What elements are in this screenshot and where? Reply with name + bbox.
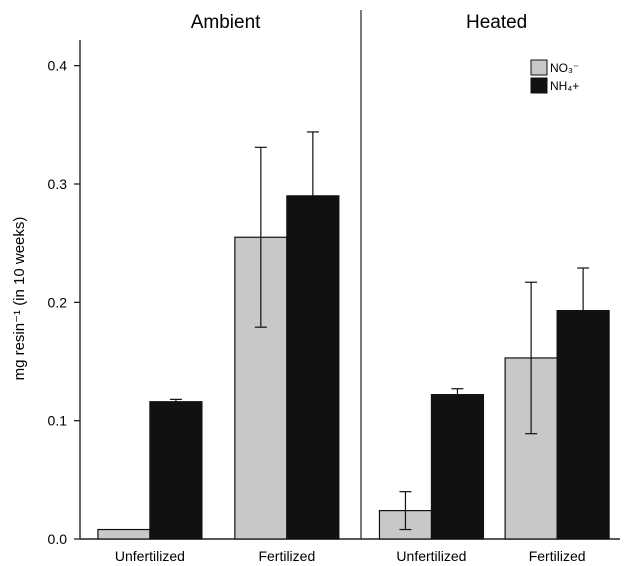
error-bar <box>525 281 538 435</box>
error-bar <box>306 131 319 261</box>
panel-title: Ambient <box>191 12 261 33</box>
x-tick-label: Fertilized <box>529 548 586 564</box>
error-bar <box>577 267 590 354</box>
labels: 0.0 0.1 0.2 0.3 0.4 mg resin⁻¹ (in 10 weeks) A… <box>11 12 586 564</box>
bar-nh4 <box>149 401 203 540</box>
legend-label: NH₄+ <box>550 79 579 93</box>
x-tick-label: Unfertilized <box>396 548 466 564</box>
bars <box>97 195 610 540</box>
y-axis-title: mg resin⁻¹ (in 10 weeks) <box>11 217 28 381</box>
x-tick-label: Fertilized <box>258 548 315 564</box>
bar-no3 <box>97 528 151 540</box>
error-bar <box>254 146 267 328</box>
error-bar <box>399 491 412 531</box>
y-tick-label: 0.1 <box>48 413 68 429</box>
panel-title: Heated <box>466 12 527 33</box>
legend-label: NO₃⁻ <box>550 61 579 75</box>
error-bar <box>451 388 464 402</box>
legend-swatch <box>530 59 548 76</box>
bar-nh4 <box>430 394 485 540</box>
y-tick-label: 0.3 <box>48 176 68 192</box>
legend-swatch <box>530 77 548 94</box>
error-bars <box>169 131 590 531</box>
error-bar <box>169 398 182 405</box>
y-tick-label: 0.0 <box>48 531 68 547</box>
y-tick-label: 0.4 <box>48 58 68 74</box>
legend: NO₃⁻ NH₄+ <box>530 59 579 94</box>
x-tick-label: Unfertilized <box>115 548 185 564</box>
y-tick-label: 0.2 <box>48 294 68 310</box>
